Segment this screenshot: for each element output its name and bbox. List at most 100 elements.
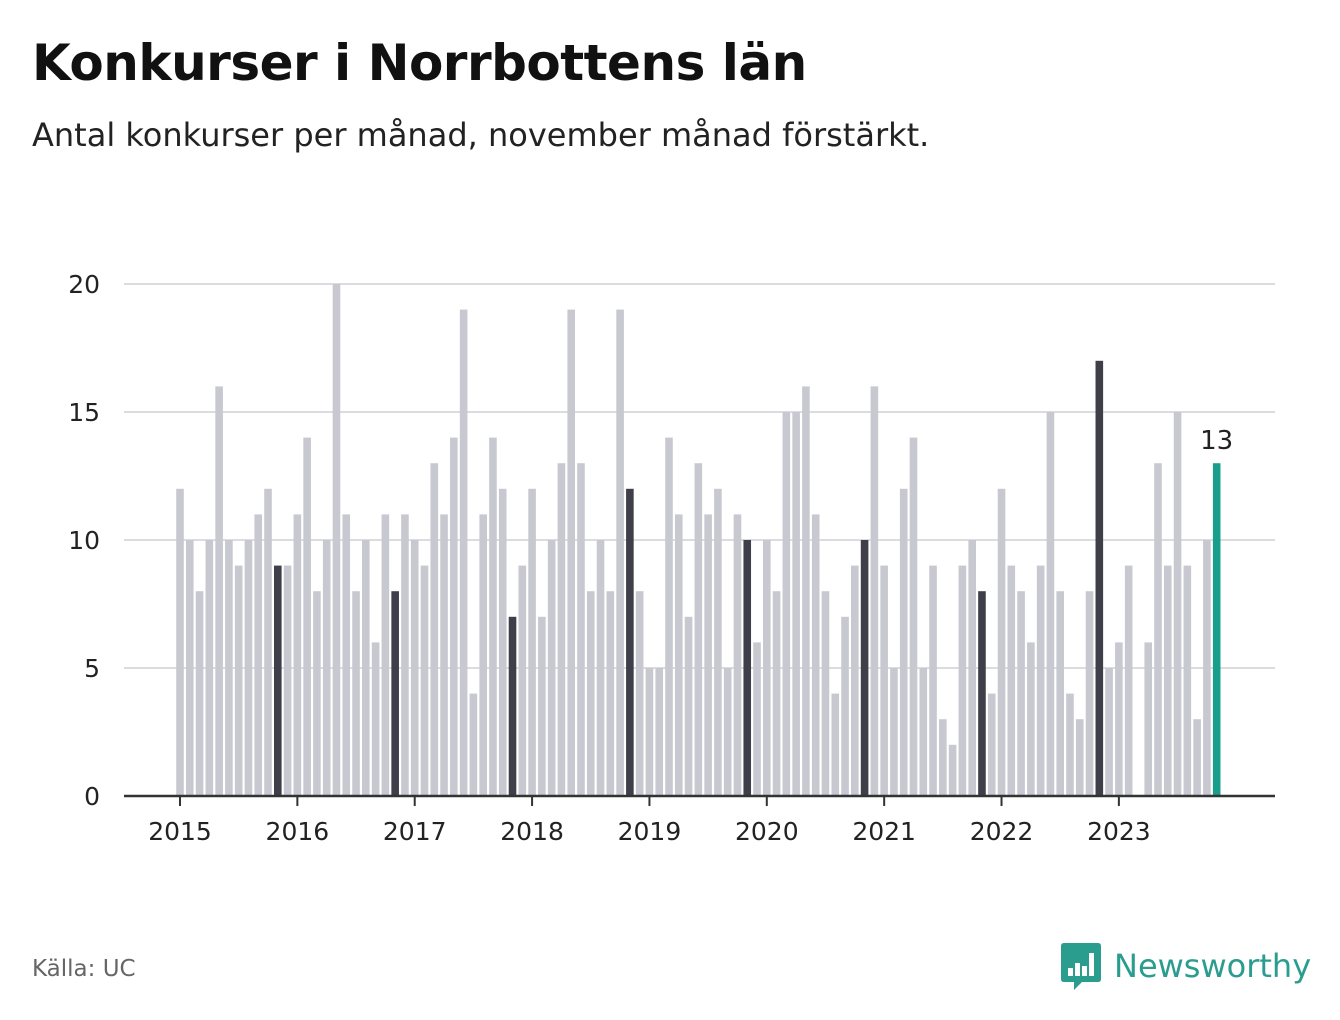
bar-2016-5 — [332, 284, 341, 796]
bar-2022-5 — [1036, 565, 1045, 796]
bar-2019-8 — [714, 488, 722, 796]
bar-2021-4 — [909, 437, 918, 796]
bar-2020-12 — [870, 386, 879, 796]
bar-2016-8 — [362, 540, 370, 796]
bar-2018-8 — [596, 540, 605, 796]
bar-2022-7 — [1056, 591, 1064, 796]
bar-2020-4 — [792, 412, 800, 796]
x-tick-label: 2023 — [1087, 817, 1151, 846]
bar-2020-2 — [772, 591, 781, 796]
bar-2015-4 — [205, 540, 214, 796]
bar-2018-5 — [567, 309, 575, 796]
bar-2015-7 — [234, 565, 243, 796]
bar-2022-4 — [1027, 642, 1035, 796]
bar-2020-6 — [811, 514, 820, 796]
bar-2021-5 — [919, 668, 928, 796]
bar-2015-5 — [215, 386, 223, 796]
bar-2019-1 — [645, 668, 654, 796]
bar-2022-6 — [1046, 412, 1055, 796]
bar-2018-3 — [547, 540, 556, 796]
bar-2020-8 — [831, 693, 840, 796]
bar-2018-10 — [616, 309, 624, 796]
bar-2015-11 — [274, 565, 282, 796]
bar-2021-12 — [987, 693, 996, 796]
x-tick-label: 2019 — [618, 817, 682, 846]
bar-2020-9 — [841, 616, 849, 796]
bar-2017-5 — [450, 437, 458, 796]
bar-2023-2 — [1124, 565, 1133, 796]
bar-2022-9 — [1075, 719, 1084, 796]
bar-2019-6 — [694, 463, 703, 796]
bar-2015-9 — [254, 514, 263, 796]
bar-2016-11 — [391, 591, 399, 796]
bar-2021-10 — [968, 540, 976, 796]
bar-2020-7 — [821, 591, 830, 796]
bar-2023-10 — [1203, 540, 1211, 796]
chart-title: Konkurser i Norrbottens län — [32, 34, 807, 92]
bar-2019-7 — [704, 514, 712, 796]
x-tick-label: 2018 — [500, 817, 564, 846]
bar-2019-2 — [655, 668, 664, 796]
bar-2017-1 — [410, 540, 419, 796]
x-tick-label: 2015 — [148, 817, 212, 846]
y-tick-label: 0 — [84, 782, 100, 811]
bar-2023-11 — [1212, 463, 1221, 796]
bar-2023-6 — [1163, 565, 1172, 796]
bar-chart: 0 5 10 15 20 2015 2016 2017 2018 2019 2020 2021 2022… — [68, 270, 1275, 846]
bar-2016-3 — [313, 591, 321, 796]
bar-2019-5 — [684, 616, 693, 796]
bar-2017-3 — [430, 463, 439, 796]
x-tick-label: 2020 — [735, 817, 799, 846]
bar-2023-5 — [1154, 463, 1162, 796]
bar-2022-10 — [1085, 591, 1094, 796]
current-value-label: 13 — [1200, 426, 1233, 456]
bar-2023-8 — [1183, 565, 1192, 796]
brand-name: Newsworthy — [1114, 947, 1312, 985]
bar-2020-5 — [802, 386, 810, 796]
bar-2015-10 — [264, 488, 272, 796]
bar-2021-8 — [948, 744, 957, 796]
brand-logo-group[interactable]: Newsworthy — [1060, 940, 1311, 992]
bar-2021-2 — [890, 668, 898, 796]
bar-2016-12 — [401, 514, 409, 796]
bar-2017-4 — [440, 514, 448, 796]
bar-2023-1 — [1115, 642, 1123, 796]
bar-2015-3 — [195, 591, 204, 796]
bar-2015-1 — [176, 488, 184, 796]
bar-2019-10 — [733, 514, 742, 796]
bar-2019-3 — [665, 437, 673, 796]
bar-2020-3 — [782, 412, 791, 796]
bar-2021-7 — [939, 719, 947, 796]
chart-subtitle: Antal konkurser per månad, november måna… — [32, 116, 930, 154]
bar-2018-2 — [538, 616, 546, 796]
bar-2015-12 — [283, 565, 292, 796]
bar-2018-9 — [606, 591, 615, 796]
bar-2021-6 — [929, 565, 937, 796]
bar-2023-7 — [1173, 412, 1182, 796]
bar-2022-2 — [1007, 565, 1016, 796]
bar-2016-6 — [342, 514, 351, 796]
bar-2018-7 — [586, 591, 595, 796]
x-tick-label: 2016 — [266, 817, 330, 846]
bar-2022-3 — [1017, 591, 1025, 796]
y-tick-label: 5 — [84, 654, 100, 683]
bar-2017-8 — [479, 514, 487, 796]
bar-2020-1 — [763, 540, 771, 796]
bar-2016-1 — [293, 514, 302, 796]
bar-2021-11 — [978, 591, 986, 796]
bar-chart-speech-bubble-icon — [1061, 943, 1101, 990]
bar-2018-1 — [528, 488, 536, 796]
bar-2019-12 — [753, 642, 761, 796]
bar-2017-10 — [498, 488, 507, 796]
bar-2016-10 — [381, 514, 390, 796]
bar-2021-3 — [899, 488, 908, 796]
bar-2017-7 — [469, 693, 478, 796]
bar-2022-11 — [1095, 360, 1104, 796]
bar-2018-11 — [626, 488, 634, 796]
bar-2021-9 — [958, 565, 967, 796]
bar-2017-6 — [459, 309, 468, 796]
bar-2017-11 — [508, 616, 517, 796]
y-tick-label: 10 — [68, 526, 100, 555]
bar-2018-6 — [577, 463, 585, 796]
bar-2021-1 — [880, 565, 888, 796]
